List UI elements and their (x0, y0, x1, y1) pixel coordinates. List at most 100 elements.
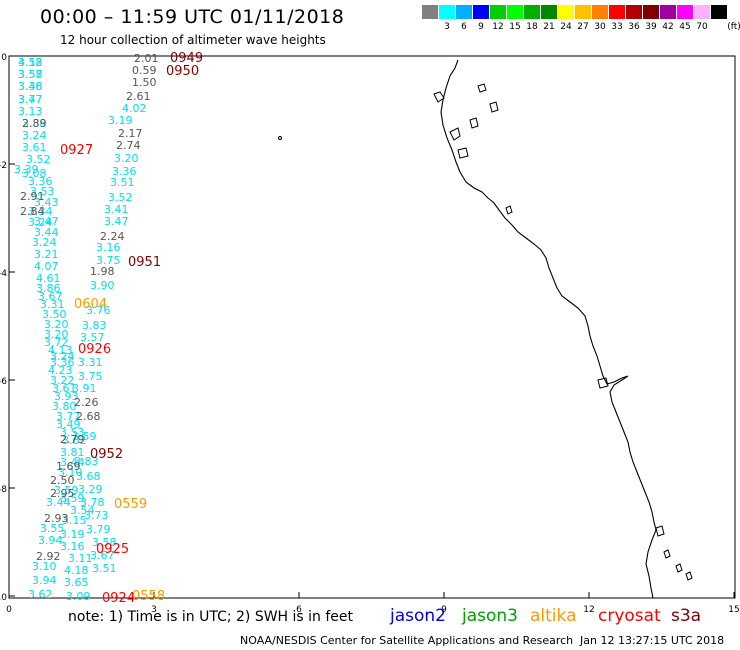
legend-swatch (609, 5, 625, 19)
wave-height-label-cyan: 3.16 (96, 241, 121, 254)
legend-label: 9 (478, 22, 484, 32)
wave-height-label-cyan: 3.93 (54, 390, 79, 403)
y-tick-label: -4 (0, 269, 7, 279)
wave-height-label-cyan: 3.62 (28, 588, 53, 601)
satellite-label-jason2: jason2 (390, 606, 446, 626)
wave-height-label-cyan: 4.13 (48, 344, 73, 357)
legend-swatch (626, 5, 642, 19)
x-tick-label: 9 (441, 605, 447, 615)
footer-timestamp: Jan 12 13:27:15 UTC 2018 (580, 634, 725, 647)
wave-height-label-cyan: 3.55 (40, 522, 65, 535)
wave-height-label-cyan: 3.73 (84, 509, 109, 522)
legend-label: 30 (594, 22, 606, 32)
pass-id-label: 0952 (90, 447, 123, 462)
wave-height-label-cyan: 3.39 (14, 163, 39, 176)
wave-height-label-cyan: 4.18 (64, 564, 89, 577)
legend-label: 27 (577, 22, 589, 32)
legend-swatch (643, 5, 659, 19)
axis-ticks: 0 -2 -4 -6 -8 -10 0 3 6 9 12 15 (0, 53, 740, 615)
satellite-label-cryosat: cryosat (598, 606, 661, 626)
wave-height-label-cyan: 3.50 (42, 308, 67, 321)
pass-id-label: 0927 (60, 143, 93, 158)
wave-height-label-cyan: 3.53 (60, 426, 85, 439)
wave-height-label-cyan: 3.20 (44, 328, 69, 341)
pass-id-label: 0558 (132, 589, 165, 604)
legend-label: 18 (526, 22, 538, 32)
wave-height-labels: 3.123.583.463.473.133.383.243.613.523.39… (14, 51, 203, 606)
wave-height-label-cyan: 3.11 (68, 552, 93, 565)
legend-swatch (507, 5, 523, 19)
wave-height-label-cyan: 3.83 (82, 319, 107, 332)
wave-height-label-gray: 2.17 (118, 127, 143, 140)
wave-height-label-cyan: 4.07 (34, 260, 59, 273)
satellite-label-s3a: s3a (671, 606, 702, 626)
wave-height-label-cyan: 3.77 (18, 93, 43, 106)
wave-height-label-cyan: 3.52 (26, 153, 51, 166)
wave-height-label-cyan: 3.47 (18, 93, 43, 106)
wave-height-label-cyan: 3.81 (60, 446, 85, 459)
wave-height-label-cyan: 3.24 (28, 216, 53, 229)
legend-label: 15 (509, 22, 521, 32)
wave-height-label-cyan: 3.57 (80, 331, 105, 344)
wave-height-label-cyan: 3.90 (90, 279, 115, 292)
pass-id-label: 0926 (78, 342, 111, 357)
wave-height-label-cyan: 3.41 (104, 203, 129, 216)
wave-height-label-cyan: 3.86 (36, 282, 61, 295)
wave-height-label-cyan: 3.10 (32, 560, 57, 573)
wave-height-label-cyan: 3.72 (44, 336, 69, 349)
wave-height-label-cyan: 3.54 (70, 504, 95, 517)
wave-height-label-cyan: 3.47 (104, 215, 129, 228)
pass-id-label: 0559 (114, 497, 147, 512)
page-subtitle: 12 hour collection of altimeter wave hei… (60, 33, 326, 47)
wave-height-label-gray: 2.79 (60, 433, 85, 446)
wave-height-label-cyan: 4.58 (18, 56, 43, 69)
pass-id-label: 0951 (128, 255, 161, 270)
legend-label: 39 (645, 22, 657, 32)
legend-label: 36 (628, 22, 640, 32)
pass-id-label: 0604 (74, 297, 107, 312)
wave-height-label-cyan: 3.57 (18, 68, 43, 81)
x-tick-label: 6 (296, 605, 302, 615)
wave-height-label-cyan: 3.53 (30, 185, 55, 198)
wave-height-label-cyan: 3.94 (32, 574, 57, 587)
legend-swatch (575, 5, 591, 19)
legend-swatch (711, 5, 727, 19)
wave-height-label-cyan: 3.31 (40, 298, 65, 311)
wave-height-label-cyan: 4.61 (36, 272, 61, 285)
wave-height-label-cyan: 3.20 (114, 152, 139, 165)
legend-swatch (473, 5, 489, 19)
wave-height-label-cyan: 3.12 (18, 56, 43, 69)
wave-height-label-cyan: 3.16 (60, 540, 85, 553)
wave-height-label-cyan: 3.43 (34, 196, 59, 209)
wave-height-label-cyan: 3.24 (22, 129, 47, 142)
wave-height-label-cyan: 3.76 (86, 304, 111, 317)
pass-id-label: 0949 (170, 51, 203, 66)
legend-swatch (558, 5, 574, 19)
y-tick-label: -10 (0, 593, 7, 603)
pass-id-label: 0925 (96, 542, 129, 557)
wave-height-label-gray: 2.92 (36, 550, 61, 563)
wave-height-label-gray: 2.74 (116, 139, 141, 152)
wave-height-label-cyan: 3.58 (18, 68, 43, 81)
wave-height-label-cyan: 3.65 (64, 576, 89, 589)
wave-height-label-gray: 2.24 (100, 230, 125, 243)
legend-label: 6 (461, 22, 467, 32)
wave-height-label-cyan: 3.58 (92, 536, 117, 549)
wave-height-label-cyan: 3.49 (56, 418, 81, 431)
wave-height-label-cyan: 3.09 (66, 590, 91, 603)
wave-height-label-cyan: 3.29 (78, 483, 103, 496)
wave-height-label-gray: 2.89 (22, 117, 47, 130)
map-frame (8, 55, 736, 599)
footer-credit: NOAA/NESDIS Center for Satellite Applica… (240, 634, 574, 647)
legend-label: 70 (696, 22, 708, 32)
wave-height-label-cyan: 3.36 (28, 175, 53, 188)
islands (278, 83, 693, 581)
wave-height-label-gray: 2.50 (50, 474, 75, 487)
wave-height-label-cyan: 3.51 (110, 176, 135, 189)
wave-height-label-gray: 0.59 (132, 64, 157, 77)
wave-height-label-cyan: 3.51 (92, 562, 117, 575)
wave-height-label-cyan: 3.79 (86, 523, 111, 536)
wave-height-label-cyan: 3.94 (38, 534, 63, 547)
wave-height-label-cyan: 3.83 (74, 455, 99, 468)
